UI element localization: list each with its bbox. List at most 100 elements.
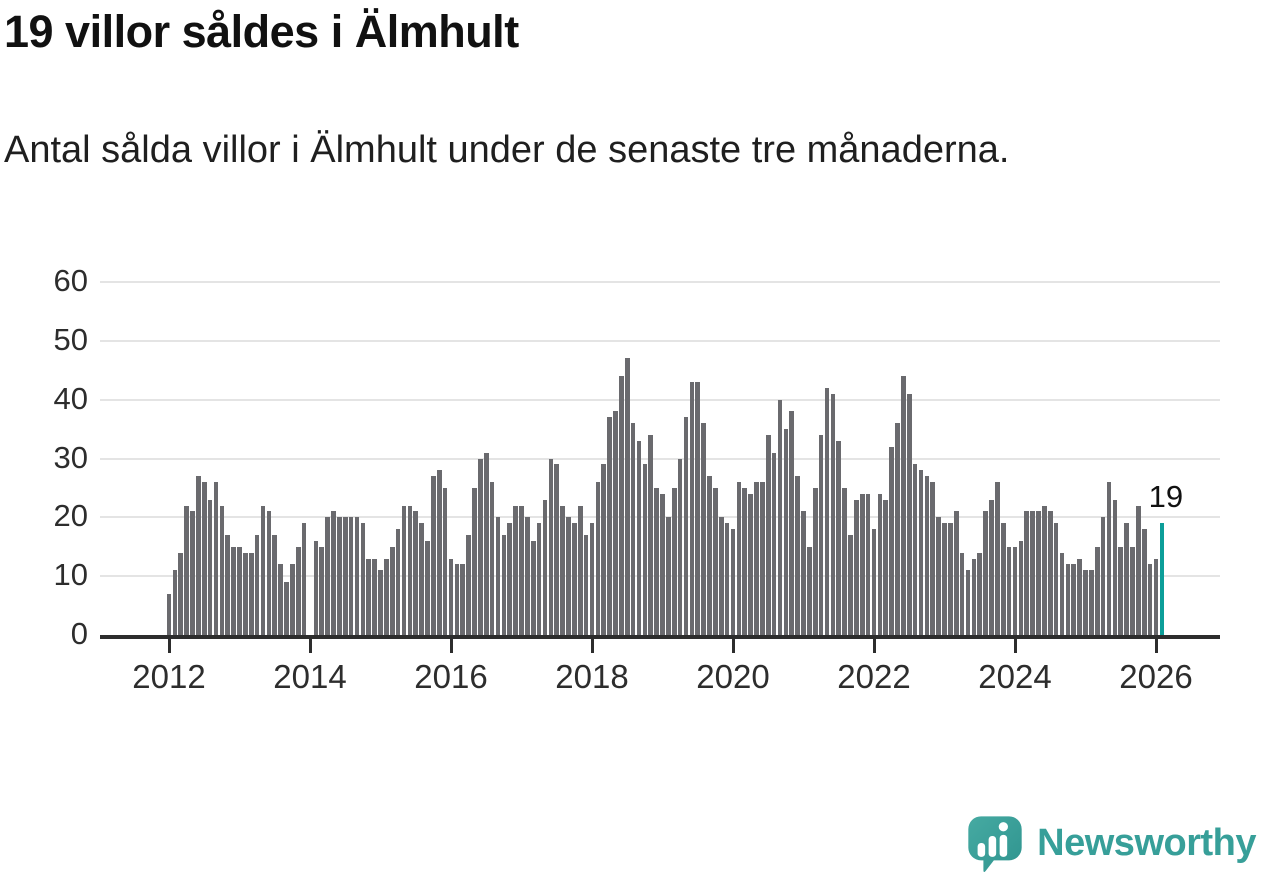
bar xyxy=(201,482,207,635)
bar xyxy=(648,434,654,635)
bar xyxy=(742,487,748,635)
bar xyxy=(572,523,577,635)
bar xyxy=(918,470,924,635)
bar xyxy=(683,417,689,635)
bar xyxy=(812,487,818,635)
bar xyxy=(630,423,636,635)
bar xyxy=(836,440,842,635)
chart-subtitle: Antal sålda villor i Älmhult under de se… xyxy=(4,129,1010,171)
bar xyxy=(760,482,765,635)
x-axis-tick xyxy=(1013,639,1017,653)
bar xyxy=(213,482,219,635)
x-axis-tick xyxy=(167,639,171,653)
bar xyxy=(859,493,865,635)
bar xyxy=(342,517,348,635)
bar xyxy=(196,476,201,635)
bar xyxy=(384,558,389,635)
bar xyxy=(654,487,659,635)
bar xyxy=(736,482,742,635)
bar xyxy=(789,411,795,635)
bar xyxy=(331,511,336,635)
highlighted-bar xyxy=(1159,523,1165,635)
bar xyxy=(507,523,513,635)
exclamation-dot xyxy=(998,822,1009,832)
bar xyxy=(624,358,630,635)
bar xyxy=(290,564,295,635)
bar xyxy=(1083,570,1088,635)
bar xyxy=(577,505,583,635)
bar xyxy=(1118,546,1124,635)
bar xyxy=(771,452,777,635)
bar xyxy=(536,523,542,635)
bar xyxy=(936,517,941,635)
bar xyxy=(560,505,565,635)
bar xyxy=(389,546,395,635)
bar xyxy=(601,464,607,635)
bar xyxy=(301,523,307,635)
x-axis-tick xyxy=(449,639,453,653)
x-axis-tick-label: 2018 xyxy=(555,658,629,695)
y-axis-tick-label: 30 xyxy=(53,439,88,475)
x-axis-tick xyxy=(1154,639,1158,653)
gridline-y-60 xyxy=(100,281,1220,283)
bar xyxy=(707,476,712,635)
bar xyxy=(877,493,883,635)
bar xyxy=(895,423,900,635)
y-axis-tick-label: 20 xyxy=(53,498,88,534)
newsworthy-logo: Newsworthy xyxy=(966,814,1256,872)
bar xyxy=(765,434,771,635)
bar xyxy=(419,523,424,635)
bar xyxy=(1030,511,1035,635)
bar xyxy=(666,517,671,635)
bar xyxy=(237,546,242,635)
bar xyxy=(1089,570,1094,635)
bar xyxy=(254,534,260,635)
bar xyxy=(1136,505,1141,635)
bar xyxy=(442,487,448,635)
gridline-y-30 xyxy=(100,457,1220,460)
bar xyxy=(284,582,289,635)
gridline-y-20 xyxy=(100,516,1220,519)
gridline-y-10 xyxy=(100,575,1220,578)
bar xyxy=(701,423,706,635)
bar xyxy=(748,493,753,635)
chart-bar-small xyxy=(977,843,986,857)
newsworthy-logo-icon xyxy=(966,814,1024,872)
chart-title: 19 villor såldes i Älmhult xyxy=(4,6,519,57)
bar xyxy=(1106,482,1112,635)
bar xyxy=(519,505,524,635)
bar xyxy=(166,593,172,635)
bar xyxy=(413,511,419,635)
bar xyxy=(1000,523,1006,635)
bar xyxy=(801,511,806,635)
bar xyxy=(554,464,560,635)
bar xyxy=(619,376,624,635)
bar xyxy=(319,546,325,635)
bar xyxy=(848,534,853,635)
bar xyxy=(1018,540,1024,635)
x-axis-tick xyxy=(590,639,594,653)
bar xyxy=(248,552,254,635)
bar xyxy=(483,452,489,635)
bar xyxy=(942,523,947,635)
bar xyxy=(695,382,701,635)
bar xyxy=(842,487,847,635)
bar xyxy=(912,464,918,635)
bar xyxy=(401,505,407,635)
bar xyxy=(1141,529,1147,635)
bar xyxy=(718,517,724,635)
bar xyxy=(225,534,231,635)
bar xyxy=(178,552,184,635)
bar xyxy=(219,505,225,635)
bar xyxy=(983,511,988,635)
bar xyxy=(407,505,413,635)
bar xyxy=(366,558,372,635)
bar xyxy=(207,499,213,635)
bar xyxy=(325,517,330,635)
bar xyxy=(260,505,266,635)
bar xyxy=(190,511,195,635)
chart-bar-tall xyxy=(999,834,1008,857)
bar xyxy=(337,517,342,635)
y-axis-tick-label: 40 xyxy=(53,380,88,416)
x-axis-tick-label: 2022 xyxy=(837,658,911,695)
